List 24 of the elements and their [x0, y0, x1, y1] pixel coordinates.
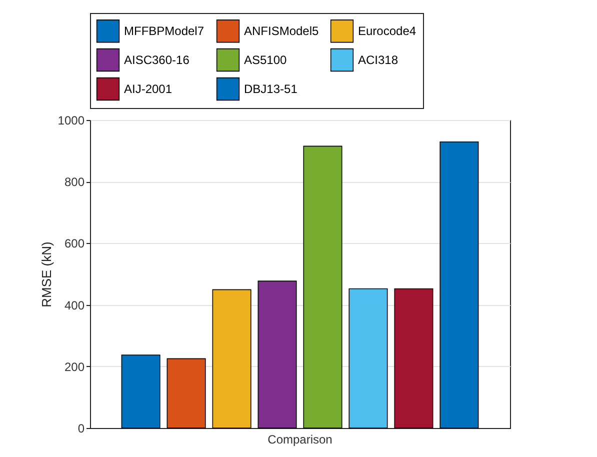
y-axis-title: RMSE (kN): [38, 242, 54, 308]
legend-label: AS5100: [244, 53, 288, 67]
x-tick-label: Comparison: [268, 432, 332, 446]
bar: [348, 288, 388, 428]
legend-label: Eurocode4: [358, 24, 416, 38]
y-tick-label: 800: [64, 175, 85, 190]
y-tick-label: 400: [64, 298, 85, 312]
bar: [258, 280, 297, 428]
legend-label: ANFISModel5: [244, 24, 320, 38]
legend-label: MFFBPModel7: [124, 24, 204, 38]
y-tick-label: 600: [64, 236, 85, 251]
bar: [394, 288, 434, 428]
bar: [212, 289, 252, 428]
legend-label: AIJ-2001: [124, 82, 172, 96]
bar: [166, 358, 206, 428]
legend-label: AISC360-16: [124, 53, 190, 67]
legend-label: ACI318: [358, 53, 398, 67]
legend-label: DBJ13-51: [244, 82, 298, 96]
bar: [303, 146, 342, 428]
y-tick-label: 1000: [58, 114, 85, 128]
bar: [121, 354, 160, 428]
y-tick-label: 0: [78, 422, 85, 436]
y-tick-label: 200: [64, 360, 85, 374]
bar: [440, 141, 479, 428]
